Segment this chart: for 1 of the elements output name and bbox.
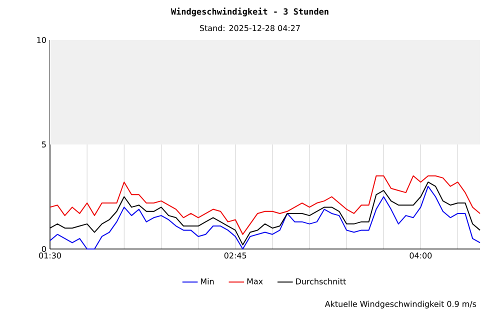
chart-title: Windgeschwindigkeit - 3 Stunden: [170, 8, 328, 16]
